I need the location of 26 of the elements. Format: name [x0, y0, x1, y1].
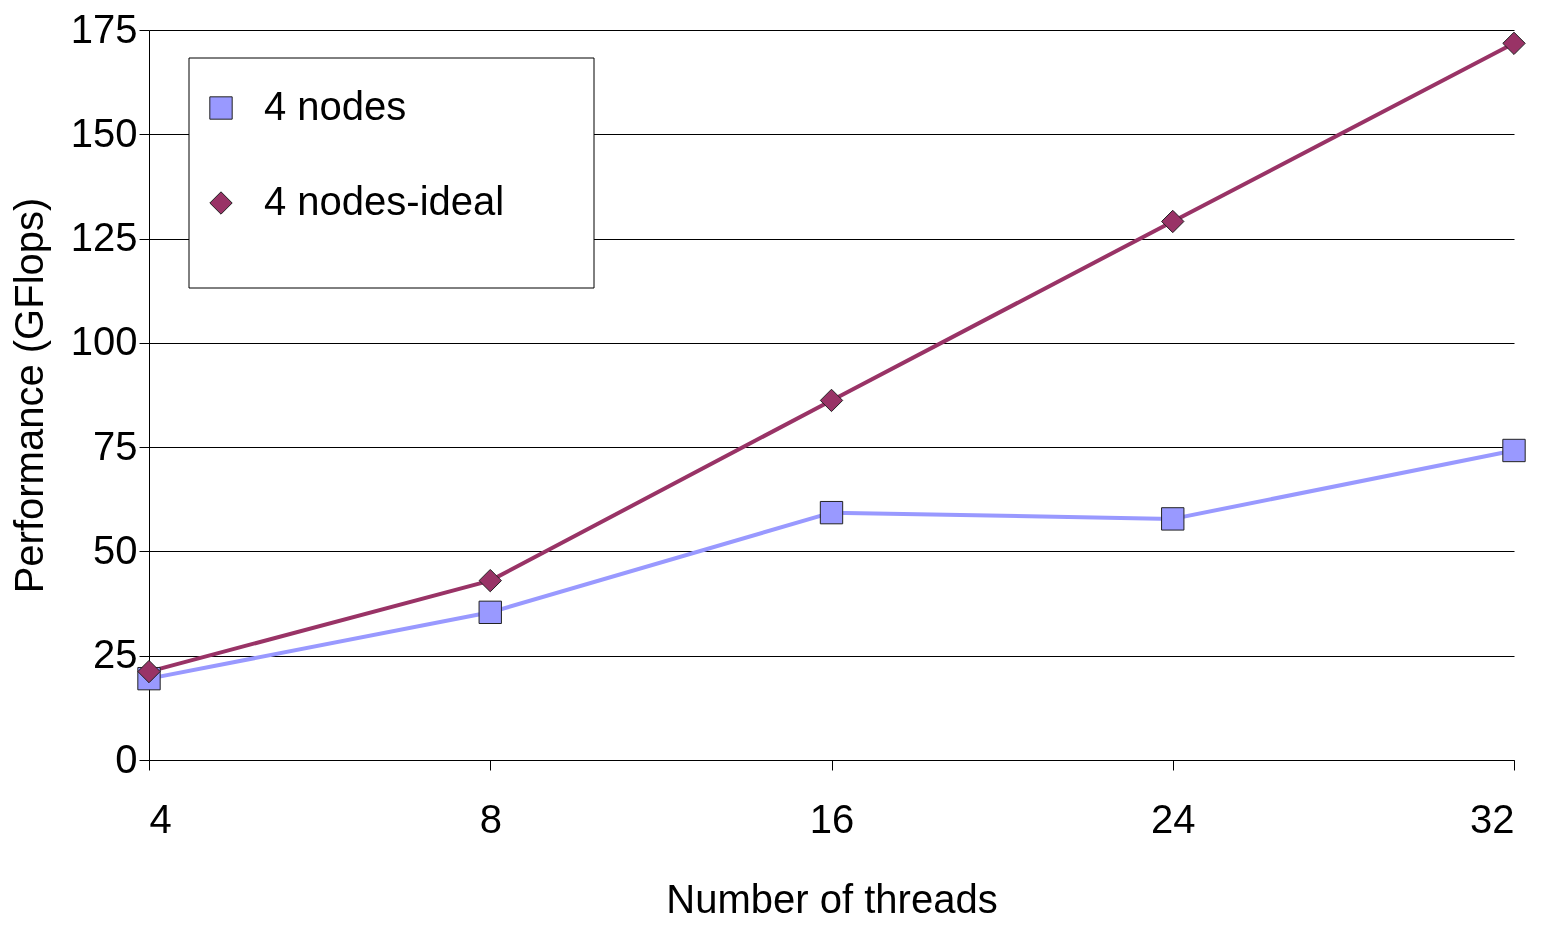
x-axis-title: Number of threads [666, 876, 998, 921]
legend-label: 4 nodes [264, 84, 407, 128]
x-tick-label: 32 [1470, 796, 1515, 841]
point [478, 568, 502, 593]
point [1161, 507, 1185, 531]
point [1502, 438, 1526, 463]
y-tick-label: 25 [93, 632, 138, 677]
point [819, 388, 844, 413]
y-tick-label: 175 [70, 6, 138, 51]
y-tick-label: 0 [115, 736, 138, 781]
y-tick-label: 100 [70, 319, 138, 364]
point [478, 600, 502, 625]
y-axis-title: Performance (GFlops) [6, 197, 51, 594]
x-tick-label: 8 [479, 796, 502, 841]
point [137, 659, 161, 684]
x-tick-label: 24 [1151, 796, 1196, 841]
y-tick-label: 75 [93, 423, 138, 468]
y-tick-label: 50 [93, 527, 138, 572]
legend-label: 4 nodes-ideal [264, 179, 505, 223]
point [1161, 209, 1185, 234]
y-tick-label: 150 [70, 110, 138, 155]
point [819, 500, 844, 525]
y-tick-label: 125 [70, 215, 138, 260]
x-tick-label: 4 [149, 796, 172, 841]
x-tick-label: 16 [809, 796, 855, 841]
point [1502, 31, 1526, 56]
